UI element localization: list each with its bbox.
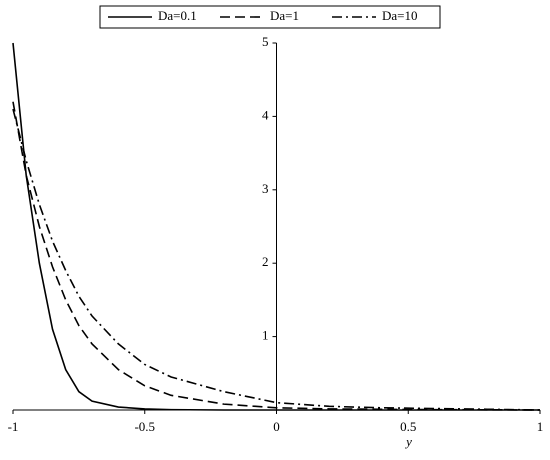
series-line — [12, 101, 541, 411]
legend-label: Da=0.1 — [158, 8, 197, 23]
y-tick-label: 4 — [262, 107, 269, 122]
x-tick-label: 0 — [273, 419, 280, 434]
y-tick-label: 1 — [262, 328, 269, 343]
series-line — [12, 42, 540, 411]
x-tick-label: 1 — [537, 419, 544, 434]
x-axis-label: y — [404, 434, 412, 449]
x-tick-label: -0.5 — [134, 419, 155, 434]
y-tick-label: 3 — [262, 181, 269, 196]
legend-label: Da=1 — [270, 8, 299, 23]
y-tick-label: 2 — [262, 254, 269, 269]
legend-box — [99, 5, 441, 29]
x-tick-label: 0.5 — [400, 419, 416, 434]
y-tick-label: 5 — [262, 34, 269, 49]
legend-label: Da=10 — [382, 8, 418, 23]
x-tick-label: -1 — [8, 419, 19, 434]
series-line — [12, 108, 541, 411]
